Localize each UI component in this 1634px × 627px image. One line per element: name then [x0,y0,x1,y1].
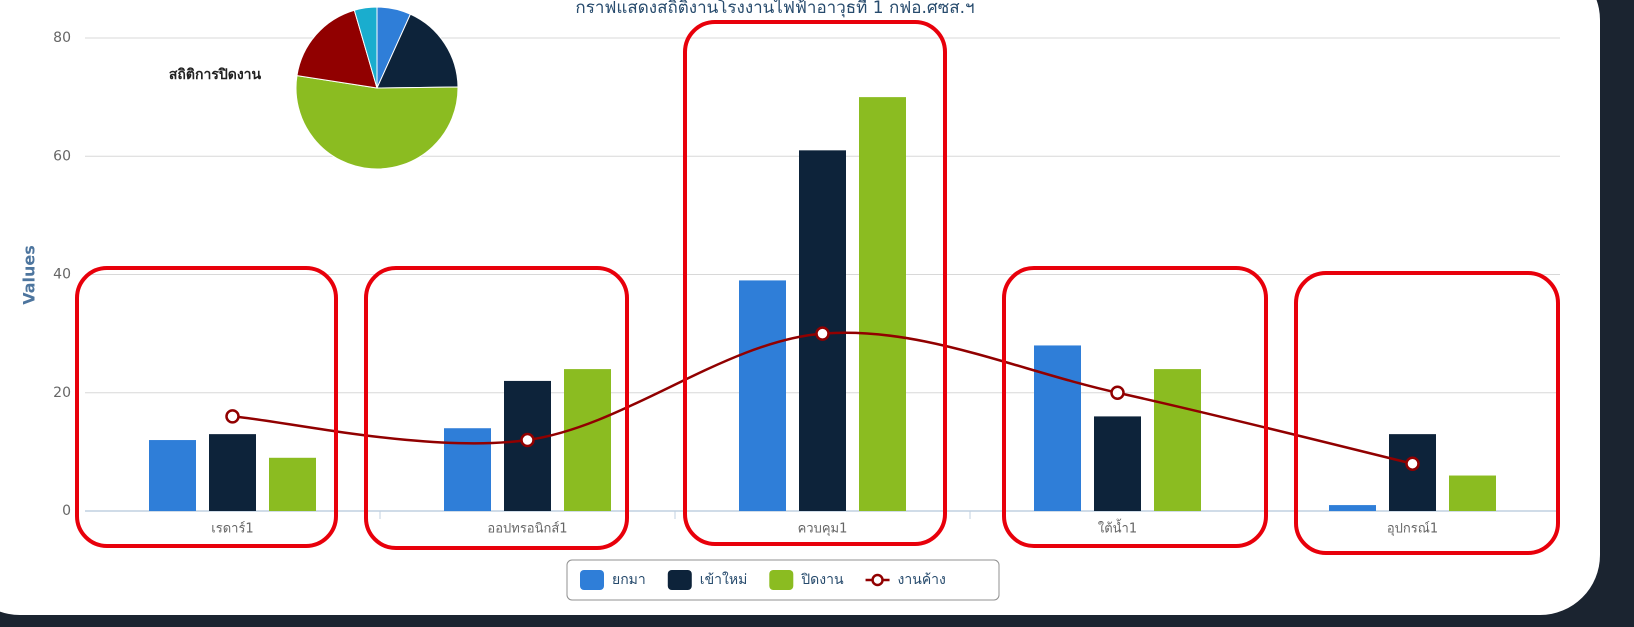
bar [859,97,906,511]
legend: ยกมา เข้าใหม่ ปิดงาน งานค้าง [580,570,946,590]
highlight-box [364,266,629,550]
x-tick-label: ใต้น้ำ1 [1098,519,1137,537]
pie-slice [295,75,459,170]
x-tick-label: อุปกรณ์1 [1387,521,1438,537]
line-marker [1110,385,1125,400]
bar [564,369,611,511]
bar [1329,505,1376,511]
y-axis-label: Values [20,245,39,305]
bar [269,457,316,511]
line-marker [225,409,240,424]
bar [444,428,491,511]
bar [1094,416,1141,511]
highlight-box [683,20,947,546]
bar [149,440,196,511]
bar [1034,345,1081,511]
bar [209,434,256,511]
legend-swatch [667,570,692,590]
y-tick-label: 80 [53,30,71,46]
legend-label: งานค้าง [898,572,946,588]
bar [1449,475,1496,511]
chart-title: กราฟแสดงสถิติงานโรงงานไฟฟ้าอาวุธที่ 1 กฟ… [575,0,974,18]
legend-marker [871,573,884,587]
plot: 0 20 40 60 80 เรดาร์1 ออปทรอนิกส์1 ควบคุม1 ใต้น้… [53,6,1560,537]
y-tick-label: 60 [53,148,71,164]
pie-slice [376,13,459,89]
line-marker [520,432,535,448]
y-tick-label: 0 [62,503,71,519]
highlight-box [1294,271,1560,555]
pie-slice [296,9,378,89]
x-tick-label: เรดาร์1 [211,521,253,537]
bar [739,280,786,511]
x-tick-label: ออปทรอนิกส์1 [487,521,567,537]
line-marker [815,326,830,341]
legend-label: ปิดงาน [801,572,844,588]
pie-title: สถิติการปิดงาน [169,67,262,83]
legend-label: ยกมา [612,572,646,588]
y-tick-label: 20 [53,385,71,401]
highlight-box [1002,266,1268,548]
annotations [75,20,1560,555]
line-marker [1405,456,1420,471]
pie-slice [353,6,378,89]
bar [1389,434,1436,511]
legend-label: เข้าใหม่ [700,571,748,588]
y-tick-label: 40 [53,267,71,283]
highlight-box [75,266,338,548]
bar [1154,369,1201,511]
legend-swatch [769,570,794,590]
x-tick-label: ควบคุม1 [798,522,848,537]
legend-swatch [580,570,604,590]
